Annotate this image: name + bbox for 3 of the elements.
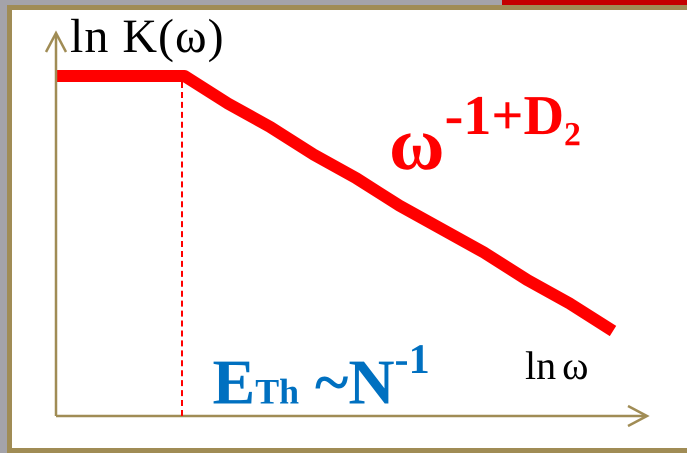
y-axis-title: ln K(ω) (70, 10, 225, 63)
x-axis-title: ln ω (525, 343, 588, 388)
annotation: ω$^{-1+D₂}$ (389, 85, 581, 186)
